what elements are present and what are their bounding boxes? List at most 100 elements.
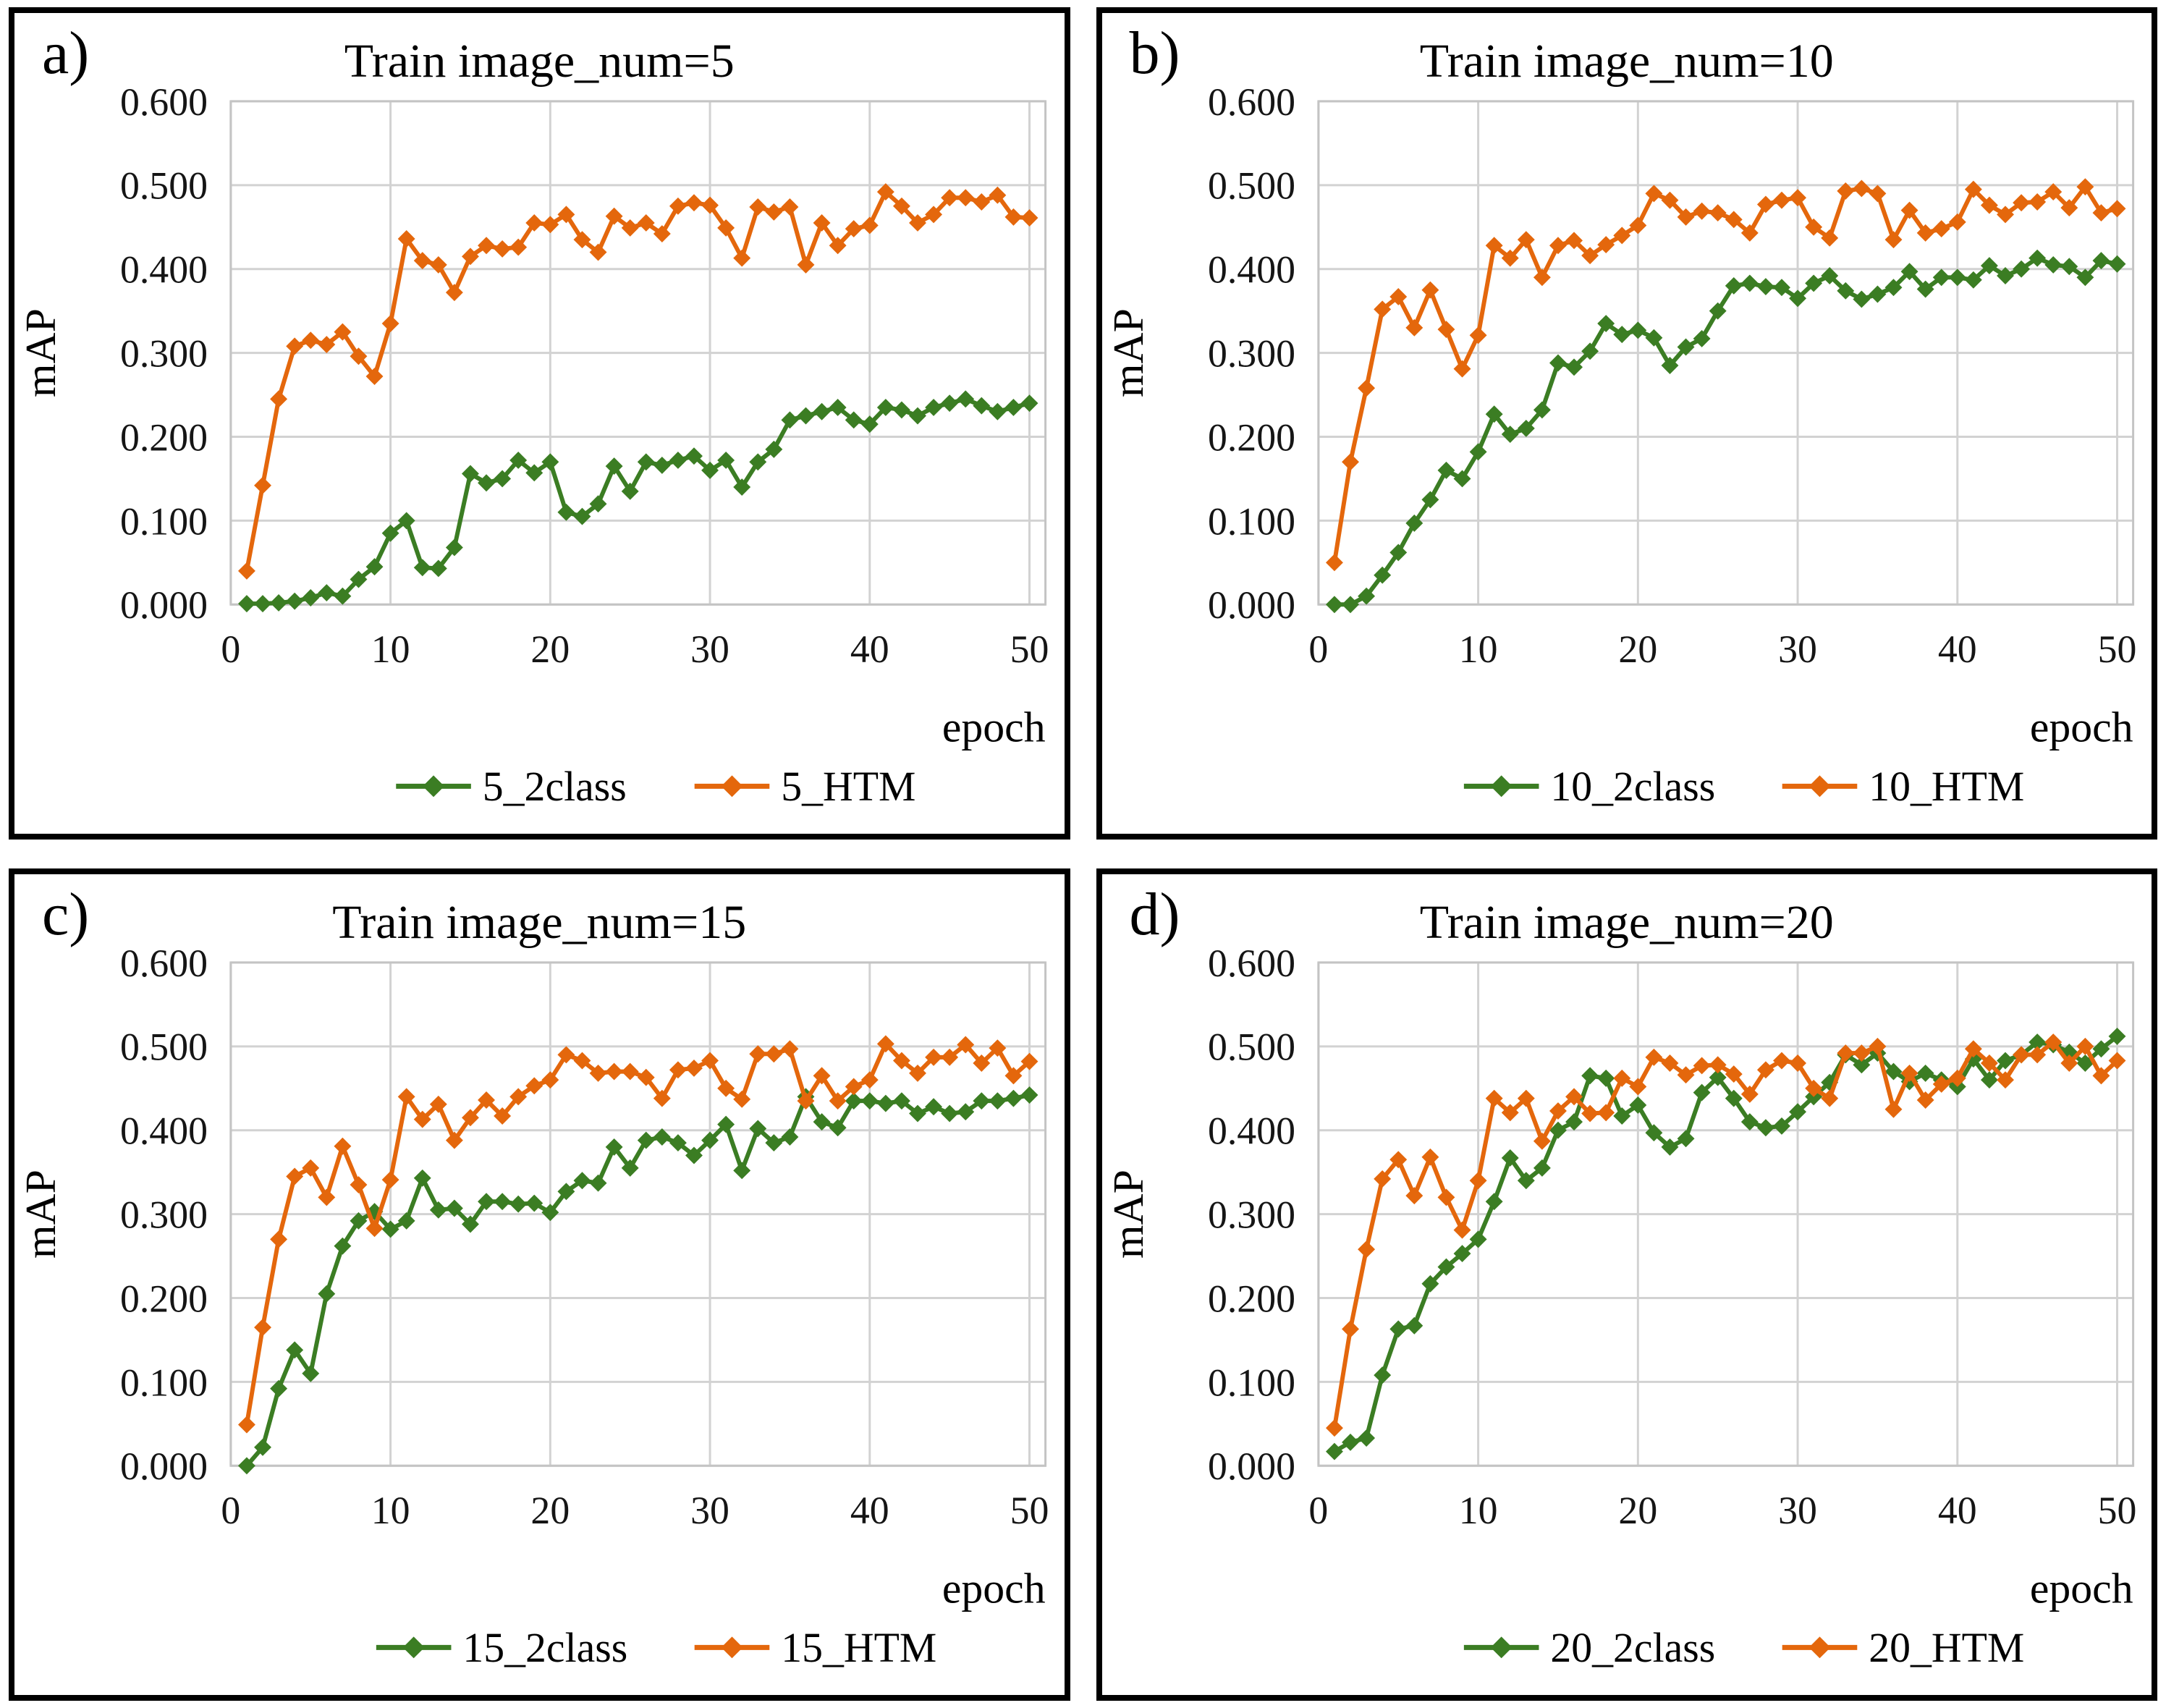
data-point-marker bbox=[1788, 289, 1806, 308]
data-point-marker bbox=[973, 397, 991, 415]
data-point-marker bbox=[557, 503, 575, 521]
data-point-marker bbox=[1581, 1067, 1599, 1085]
data-point-marker bbox=[637, 214, 655, 232]
data-point-marker bbox=[1325, 554, 1343, 572]
data-point-marker bbox=[1596, 1104, 1615, 1122]
data-point-marker bbox=[589, 243, 607, 261]
data-point-marker bbox=[478, 1193, 495, 1211]
data-point-marker bbox=[2044, 255, 2062, 274]
data-point-marker bbox=[1628, 1078, 1646, 1096]
panel-c: c) Train image_num=15 0.000 0.100 0.200 0.3… bbox=[9, 868, 1070, 1701]
data-point-marker bbox=[1533, 401, 1551, 419]
data-point-marker bbox=[413, 1169, 431, 1187]
data-point-marker bbox=[350, 1212, 368, 1230]
data-point-marker bbox=[925, 398, 943, 416]
data-point-marker bbox=[1628, 216, 1646, 234]
data-point-marker bbox=[1405, 1187, 1423, 1205]
data-point-marker bbox=[1357, 379, 1375, 397]
data-point-marker bbox=[589, 1064, 607, 1082]
data-point-marker bbox=[1820, 1089, 1838, 1107]
data-point-marker bbox=[1677, 1130, 1695, 1148]
data-point-marker bbox=[829, 398, 847, 416]
data-point-marker bbox=[1884, 231, 1902, 249]
data-point-marker bbox=[733, 1162, 751, 1180]
data-point-marker bbox=[1788, 189, 1806, 207]
data-point-marker bbox=[1004, 208, 1023, 226]
data-point-marker bbox=[1421, 491, 1439, 509]
data-point-marker bbox=[334, 1137, 352, 1155]
data-point-marker bbox=[1644, 1048, 1662, 1066]
data-point-marker bbox=[2076, 1054, 2094, 1072]
panel-letter-b: b) bbox=[1129, 20, 1180, 87]
data-point-marker bbox=[765, 1134, 783, 1152]
x-tick-label: 40 bbox=[1937, 1489, 1976, 1532]
data-point-marker bbox=[1020, 209, 1038, 227]
chart-a: 0.000 0.100 0.200 0.300 0.400 0.500 0.600 0 10 20… bbox=[17, 88, 1049, 810]
data-point-marker bbox=[1004, 1067, 1023, 1085]
data-point-marker bbox=[605, 1138, 623, 1156]
y-tick-label: 0.000 bbox=[120, 583, 208, 627]
data-point-marker bbox=[1996, 1071, 2014, 1089]
data-point-marker bbox=[494, 470, 512, 488]
data-point-marker bbox=[1788, 1103, 1806, 1121]
data-point-marker bbox=[478, 237, 495, 255]
series-markers-5_2class bbox=[237, 390, 1038, 613]
data-point-marker bbox=[429, 255, 447, 274]
data-point-marker bbox=[462, 1215, 479, 1233]
data-point-marker bbox=[845, 1092, 863, 1110]
data-point-marker bbox=[2091, 1067, 2110, 1085]
legend-marker bbox=[721, 775, 743, 798]
data-point-marker bbox=[813, 1067, 831, 1085]
data-point-marker bbox=[1517, 1172, 1535, 1190]
data-point-marker bbox=[1996, 206, 2014, 224]
data-point-marker bbox=[557, 1183, 575, 1201]
data-point-marker bbox=[1740, 1085, 1759, 1103]
data-point-marker bbox=[1932, 220, 1950, 238]
data-point-marker bbox=[494, 240, 512, 258]
data-point-marker bbox=[1948, 1069, 1966, 1087]
data-point-marker bbox=[1581, 342, 1599, 360]
data-point-marker bbox=[254, 476, 271, 494]
data-point-marker bbox=[605, 207, 623, 225]
data-point-marker bbox=[941, 1048, 959, 1066]
data-point-marker bbox=[1421, 1148, 1439, 1166]
data-point-marker bbox=[381, 524, 399, 542]
x-tick-labels: 0 10 20 30 40 50 bbox=[1308, 627, 2136, 671]
series-line-10_HTM bbox=[1332, 185, 2118, 563]
data-point-marker bbox=[1980, 1071, 1998, 1089]
data-point-marker bbox=[1709, 1068, 1727, 1086]
data-point-marker bbox=[1884, 279, 1902, 297]
data-point-marker bbox=[1485, 1193, 1503, 1211]
data-point-marker bbox=[525, 464, 543, 482]
panel-letter-c: c) bbox=[42, 881, 90, 948]
data-point-marker bbox=[573, 507, 591, 525]
series-markers-10_2class bbox=[1325, 249, 2125, 614]
series-markers-15_HTM bbox=[237, 1035, 1038, 1434]
data-point-marker bbox=[270, 390, 288, 408]
data-point-marker bbox=[1469, 1172, 1487, 1190]
x-tick-label: 20 bbox=[1618, 1489, 1657, 1532]
data-point-marker bbox=[957, 1036, 975, 1054]
data-point-marker bbox=[1677, 338, 1695, 356]
chart-d: 0.000 0.100 0.200 0.300 0.400 0.500 0.600 0 10 20… bbox=[1104, 950, 2136, 1671]
panel-letter-a: a) bbox=[42, 20, 90, 87]
panel-letter-d: d) bbox=[1129, 881, 1180, 948]
chart-b: 0.000 0.100 0.200 0.300 0.400 0.500 0.600 0 10 20… bbox=[1104, 88, 2136, 810]
data-point-marker bbox=[2091, 1040, 2110, 1058]
data-point-marker bbox=[605, 1062, 623, 1081]
data-point-marker bbox=[1804, 218, 1822, 236]
x-axis-title: epoch bbox=[2029, 1565, 2133, 1612]
data-point-marker bbox=[1020, 1086, 1038, 1104]
y-tick-label: 0.200 bbox=[120, 1277, 208, 1320]
data-point-marker bbox=[1373, 1170, 1391, 1188]
x-axis-title: epoch bbox=[2029, 703, 2133, 751]
data-point-marker bbox=[381, 315, 399, 333]
x-tick-label: 40 bbox=[850, 1489, 889, 1532]
data-point-marker bbox=[1453, 360, 1471, 378]
data-point-marker bbox=[494, 1193, 512, 1211]
data-point-marker bbox=[733, 249, 751, 267]
data-point-marker bbox=[1709, 302, 1727, 320]
x-tick-label: 50 bbox=[1010, 1489, 1049, 1532]
data-point-marker bbox=[1549, 237, 1567, 255]
series-markers-20_HTM bbox=[1325, 1033, 2125, 1437]
